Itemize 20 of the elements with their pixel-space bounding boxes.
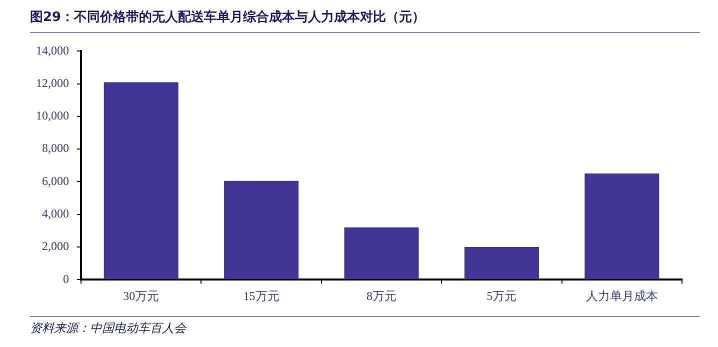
y-tick-label: 6,000 [42,174,69,188]
x-tick-label: 人力单月成本 [586,288,658,303]
bar [224,180,299,280]
bar [584,174,660,280]
text: 资料来源：中国电动车百人会 [30,316,700,337]
y-tick-label: 8,000 [42,141,69,156]
bar [344,227,419,280]
y-tick-label: 10,000 [36,108,69,123]
x-tick-label: 5万元 [486,288,517,303]
y-tick-label: 14,000 [36,43,69,58]
y-tick-label: 12,000 [36,76,69,90]
x-tick-label: 8万元 [366,288,396,303]
bar [104,82,178,280]
y-tick-label: 4,000 [42,206,69,220]
y-tick-label: 0 [63,272,69,286]
y-tick-label: 2,000 [42,239,69,254]
x-tick-label: 15万元 [243,288,280,303]
chart-title: 图29：不同价格带的无人配送车单月综合成本与人力成本对比（元） [30,8,700,33]
x-tick-label: 30万元 [123,288,160,303]
bar [464,246,539,280]
